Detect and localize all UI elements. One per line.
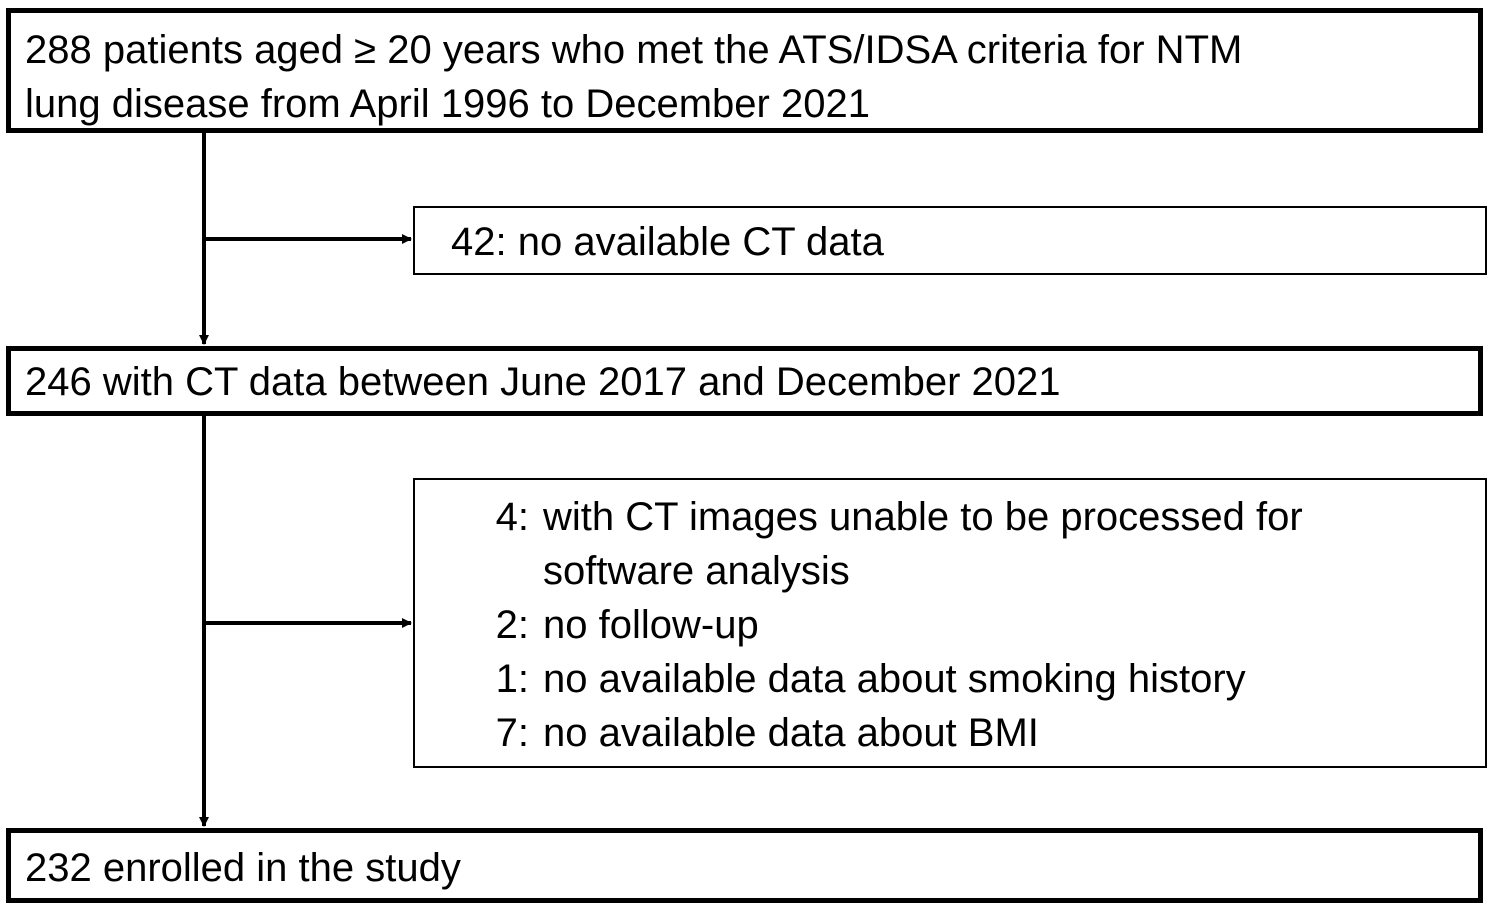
exclusion-box-no-ct: 42: no available CT data [413, 206, 1487, 275]
enrolled-box: 232 enrolled in the study [6, 828, 1483, 903]
initial-patients-line-1: 288 patients aged ≥ 20 years who met the… [25, 28, 1243, 72]
with-ct-data-text: 246 with CT data between June 2017 and D… [25, 360, 1061, 404]
exclusion-continuation: software analysis [415, 544, 1485, 598]
exclusion-count: 7: [495, 711, 529, 755]
exclusion-count: 42: [451, 220, 507, 264]
initial-patients-box: 288 patients aged ≥ 20 years who met the… [6, 8, 1483, 133]
exclusion-item: 4: with CT images unable to be processed… [415, 490, 1485, 544]
enrolled-text: 232 enrolled in the study [25, 846, 461, 890]
exclusion-reason-continued: software analysis [543, 549, 850, 593]
exclusion-count: 2: [495, 603, 529, 647]
exclusion-box-other-reasons: 4: with CT images unable to be processed… [413, 478, 1487, 768]
exclusion-reason: with CT images unable to be processed fo… [543, 495, 1303, 539]
exclusion-item: 2: no follow-up [415, 598, 1485, 652]
with-ct-data-box: 246 with CT data between June 2017 and D… [6, 346, 1483, 416]
initial-patients-line-2: lung disease from April 1996 to December… [25, 82, 870, 126]
exclusion-item: 7: no available data about BMI [415, 706, 1485, 760]
exclusion-reason: no available CT data [517, 220, 884, 264]
exclusion-item: 1: no available data about smoking histo… [415, 652, 1485, 706]
exclusion-count: 4: [495, 495, 529, 539]
exclusion-count: 1: [495, 657, 529, 701]
exclusion-reason: no available data about smoking history [543, 657, 1246, 701]
exclusion-reason: no available data about BMI [543, 711, 1039, 755]
exclusion-reason: no follow-up [543, 603, 759, 647]
